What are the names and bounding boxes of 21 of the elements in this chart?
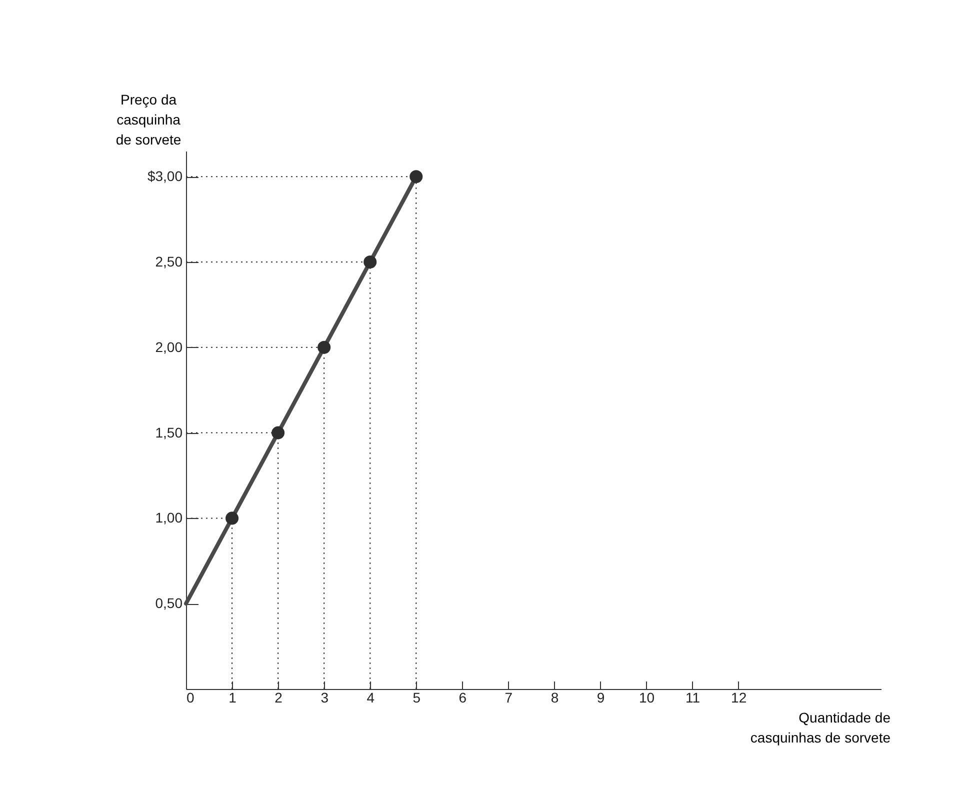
y-tick-label: 2,00 xyxy=(155,338,183,355)
x-tick-label: 2 xyxy=(274,690,283,706)
y-tick-label: 2,50 xyxy=(155,254,183,270)
x-tick-label: 5 xyxy=(412,690,421,706)
y-tick-label: 1,50 xyxy=(155,424,183,440)
y-axis-title: Preço da casquinha de sorvete xyxy=(116,92,182,148)
x-tick-label: 7 xyxy=(504,690,513,706)
x-tick-label: 4 xyxy=(366,690,375,706)
x-tick-label: 3 xyxy=(320,690,329,706)
x-tick-label: 6 xyxy=(458,690,467,706)
x-tick-label: 10 xyxy=(638,690,655,706)
x-tick-label: 12 xyxy=(731,690,747,706)
x-tick-label: 0 xyxy=(186,690,194,706)
x-axis-title: Quantidade de casquinhas de sorvete xyxy=(750,710,891,746)
x-tick-label: 1 xyxy=(228,690,237,706)
y-tick-label: 1,00 xyxy=(155,510,183,526)
x-tick-label: 8 xyxy=(550,690,559,706)
x-tick-label: 9 xyxy=(596,690,605,706)
y-tick-label: $3,00 xyxy=(147,168,183,184)
x-tick-label: 11 xyxy=(686,690,700,706)
y-tick-label: 0,50 xyxy=(155,595,183,612)
